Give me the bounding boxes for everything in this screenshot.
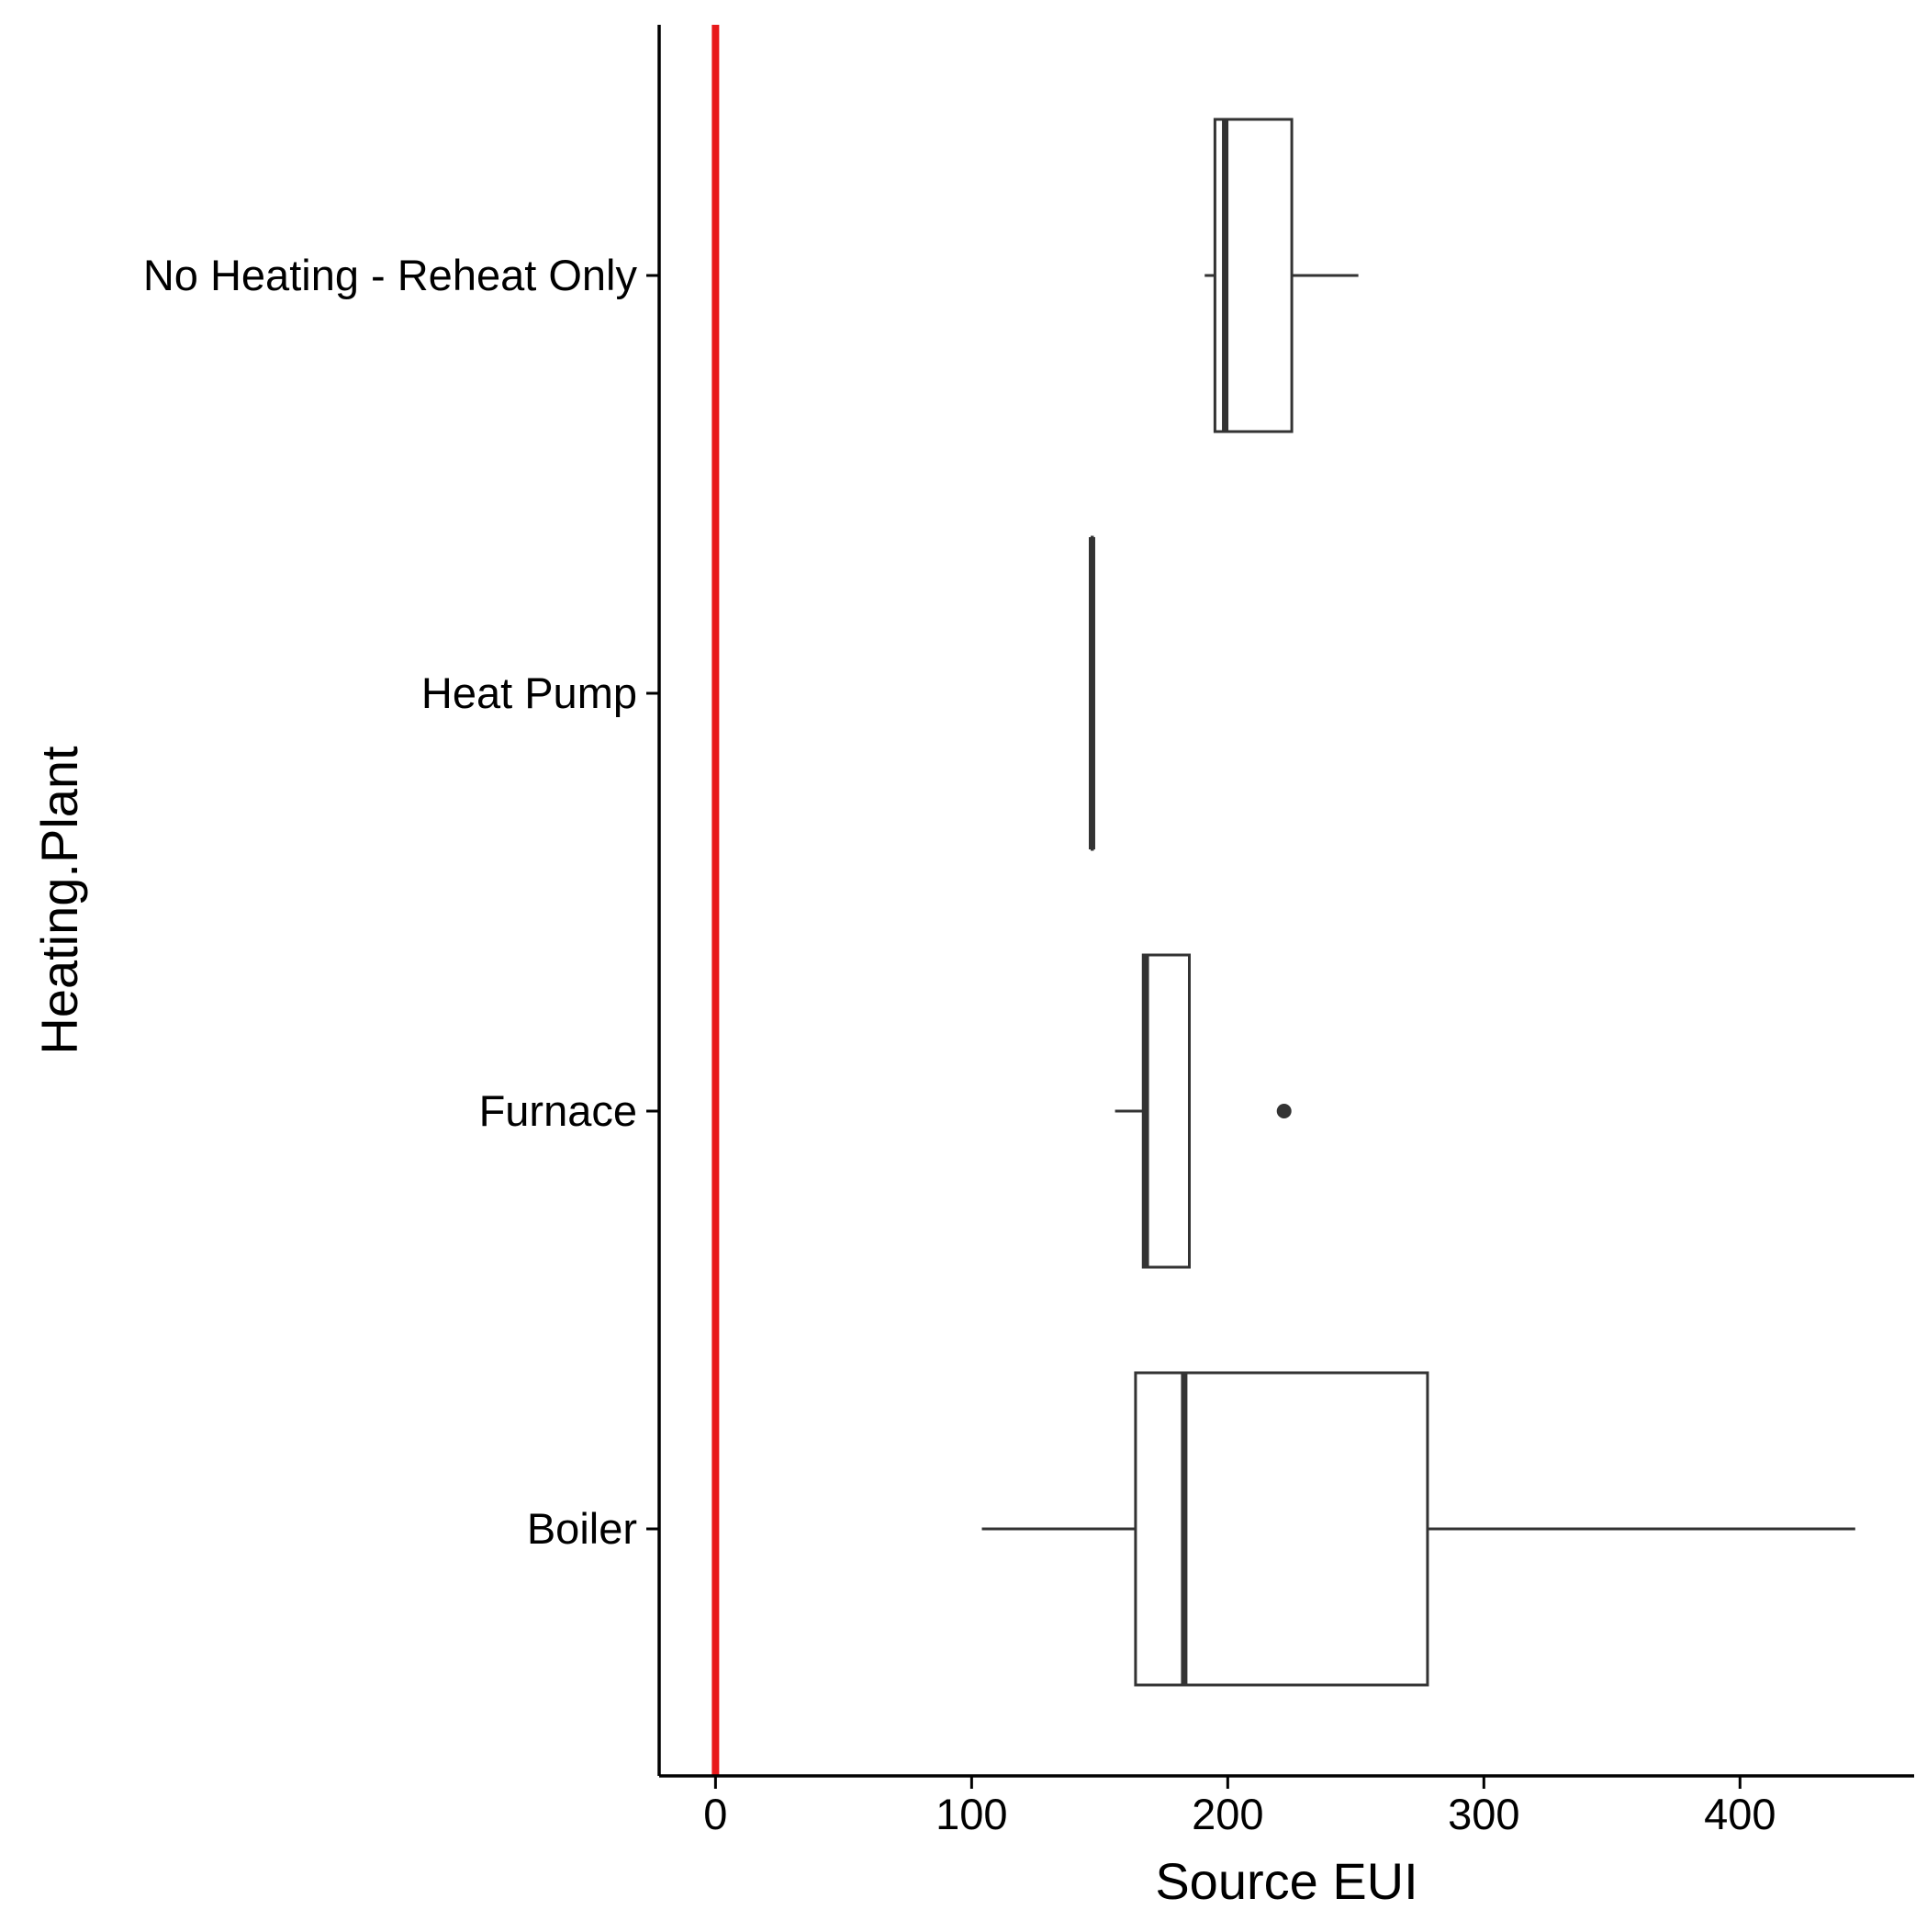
x-tick-label: 400: [1704, 1790, 1776, 1838]
box-group-boiler: [981, 1371, 1855, 1687]
x-tick-label: 300: [1448, 1790, 1519, 1838]
y-tick-label: Boiler: [527, 1504, 637, 1553]
x-tick-label: 200: [1192, 1790, 1263, 1838]
x-ticks: 0 100 200 300 400: [703, 1776, 1776, 1838]
boxes-layer: [981, 118, 1855, 1687]
y-tick-label: No Heating - Reheat Only: [143, 251, 638, 299]
y-axis-title: Heating.Plant: [30, 746, 88, 1055]
box-group-no-heating-reheat-only: [1204, 118, 1359, 433]
x-axis-title: Source EUI: [1155, 1852, 1417, 1910]
y-tick-label: Furnace: [479, 1086, 637, 1135]
x-tick-label: 0: [703, 1790, 727, 1838]
outlier-point: [1276, 1104, 1292, 1118]
box-group-furnace: [1115, 953, 1292, 1269]
y-ticks: No Heating - Reheat Only Heat Pump Furnace…: [143, 251, 659, 1553]
x-tick-label: 100: [935, 1790, 1007, 1838]
box-iqr: [1134, 1371, 1429, 1687]
y-tick-label: Heat Pump: [421, 668, 637, 717]
axes-layer: [657, 25, 1914, 1778]
box-iqr: [1141, 953, 1191, 1269]
